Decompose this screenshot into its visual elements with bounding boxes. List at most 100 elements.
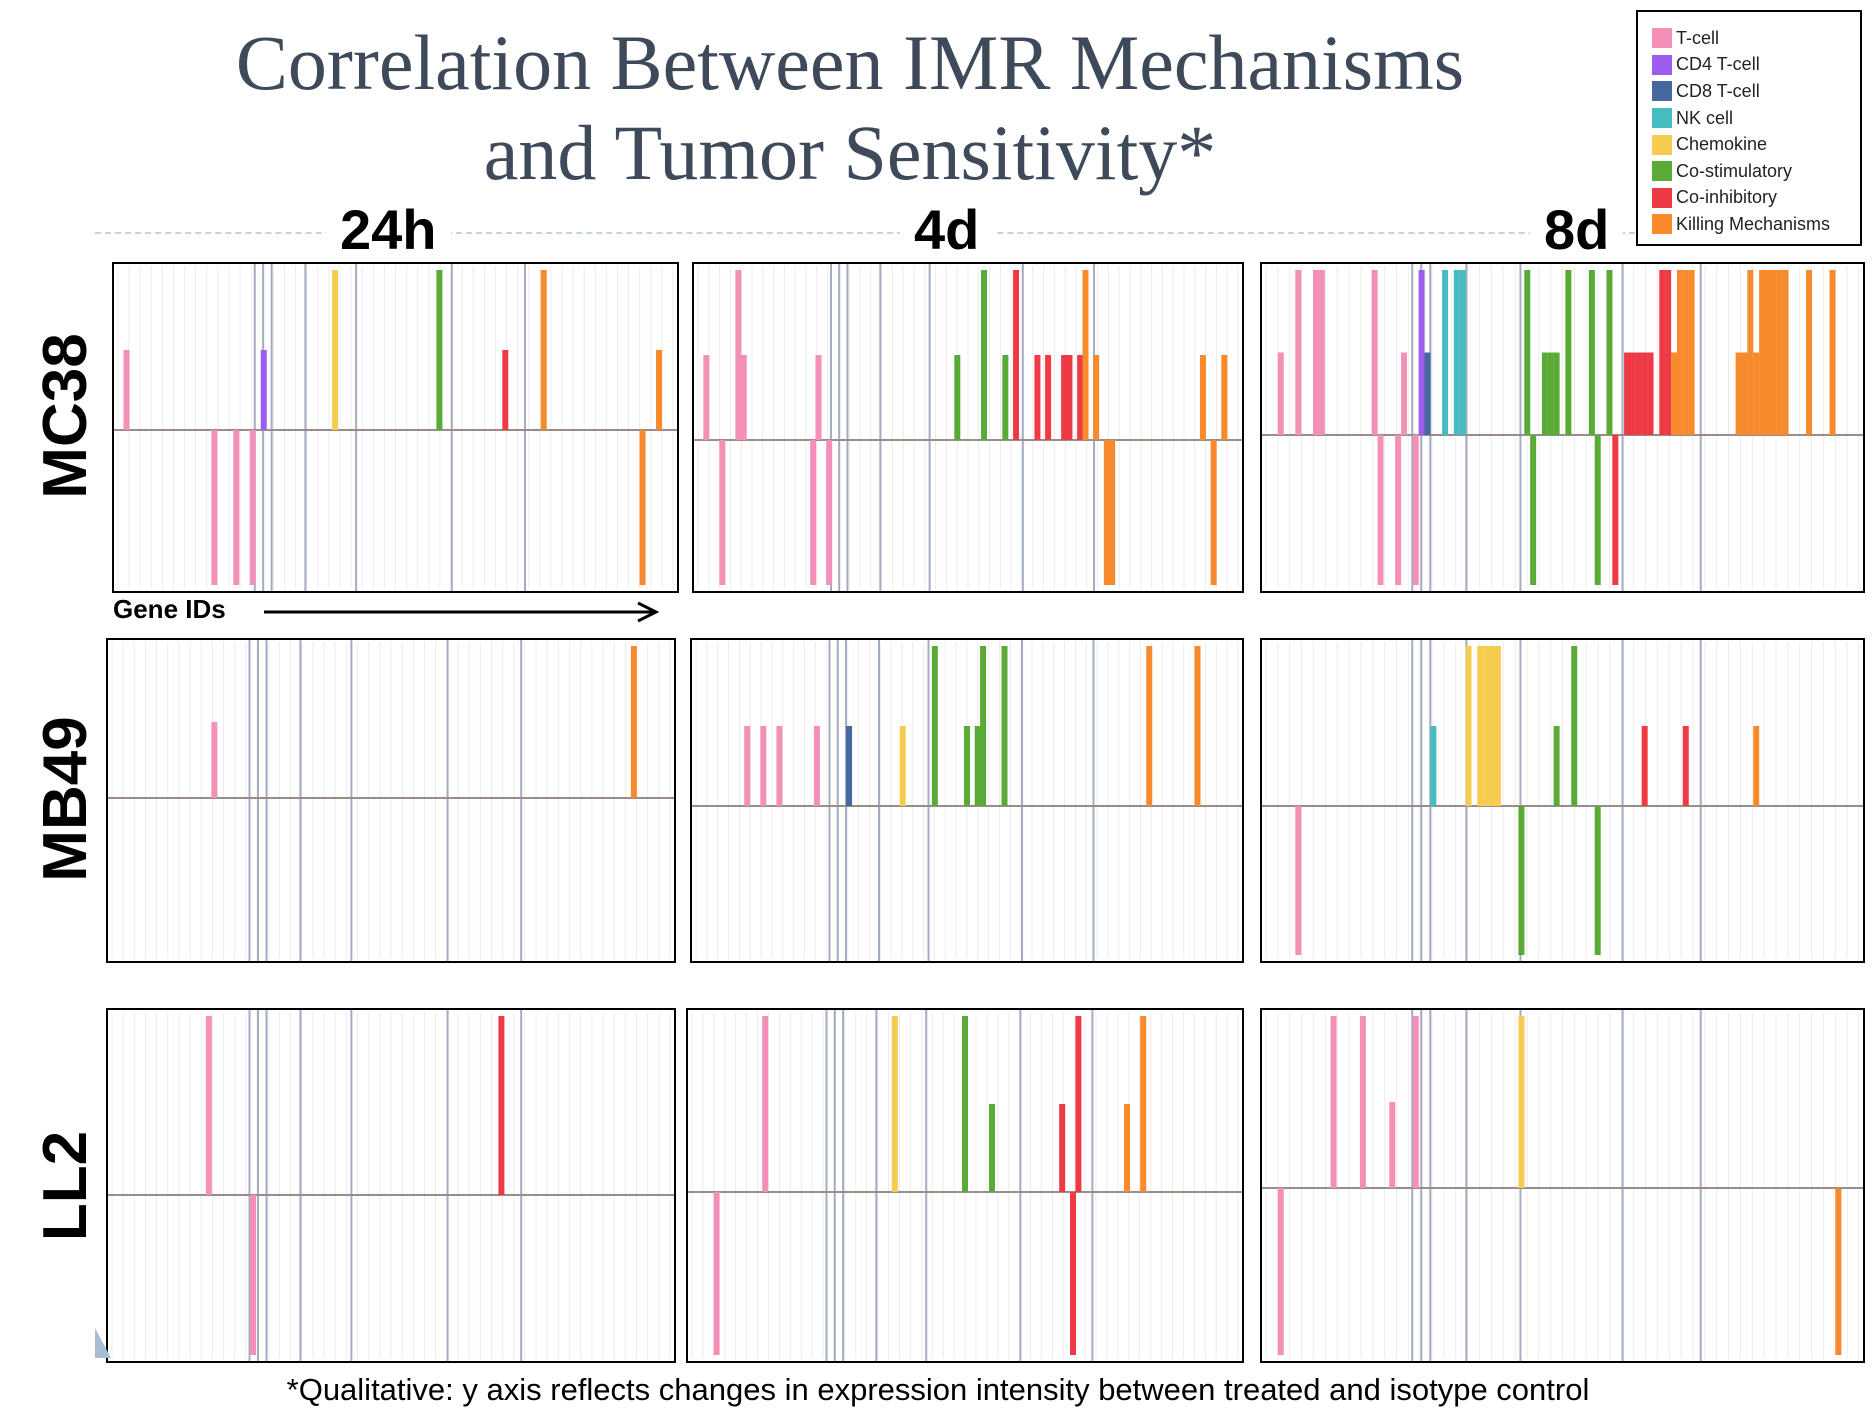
bar: [1641, 352, 1648, 435]
panel-mb49-8d: [1260, 638, 1865, 963]
bar: [1199, 355, 1206, 440]
legend-item: Co-stimulatory: [1652, 158, 1860, 185]
legend-swatch: [1652, 28, 1672, 49]
bar: [1541, 352, 1548, 435]
legend-label: Co-inhibitory: [1676, 187, 1778, 208]
bar: [1735, 352, 1742, 435]
bar: [1034, 355, 1041, 440]
bar: [1412, 1016, 1419, 1188]
bar: [1776, 270, 1783, 435]
legend-swatch: [1652, 108, 1672, 129]
column-label-8d: 8d: [1530, 198, 1624, 262]
bar: [1770, 270, 1777, 435]
bar: [1395, 435, 1402, 585]
bar: [1318, 270, 1325, 435]
bar: [1109, 440, 1116, 585]
bar: [1377, 435, 1384, 585]
bar: [1453, 270, 1460, 435]
bar: [639, 430, 646, 585]
bar: [1553, 352, 1560, 435]
bar: [1359, 1016, 1366, 1188]
chart-title: Correlation Between IMR Mechanisms and T…: [100, 18, 1600, 198]
bar: [1093, 355, 1100, 440]
bar: [1221, 355, 1228, 440]
bar: [846, 726, 853, 806]
bar: [1753, 726, 1760, 806]
bar: [744, 726, 751, 806]
bar: [1741, 352, 1748, 435]
row-label-mb49: MB49: [31, 716, 100, 882]
panel-ll2-4d: [686, 1008, 1244, 1363]
legend-item: Chemokine: [1652, 131, 1860, 158]
panel-plot: [114, 264, 677, 591]
legend-item: CD8 T-cell: [1652, 78, 1860, 105]
bar: [1671, 352, 1678, 435]
bar: [249, 430, 256, 585]
bar: [205, 1016, 212, 1195]
bar: [1210, 440, 1217, 585]
bar: [713, 1192, 720, 1355]
bar: [1588, 270, 1595, 435]
bar: [1066, 355, 1073, 440]
bar: [211, 722, 218, 798]
bar: [260, 350, 267, 430]
bar: [1629, 352, 1636, 435]
legend-item: CD4 T-cell: [1652, 52, 1860, 79]
bar: [740, 355, 747, 440]
legend-swatch: [1652, 161, 1672, 182]
panel-plot: [108, 1010, 674, 1361]
bar: [1059, 1104, 1066, 1192]
bar: [1146, 646, 1153, 806]
bar: [1635, 352, 1642, 435]
bar: [1571, 646, 1578, 806]
bar: [1647, 352, 1654, 435]
legend-label: Killing Mechanisms: [1676, 213, 1831, 234]
x-axis-label: Gene IDs: [113, 594, 226, 624]
bar: [1641, 726, 1648, 806]
legend-swatch: [1652, 134, 1672, 155]
row-label-mc38: MC38: [31, 333, 100, 499]
bar: [233, 430, 240, 585]
bar: [1424, 352, 1431, 435]
bar: [974, 726, 981, 806]
bar: [815, 355, 822, 440]
bar: [1676, 270, 1683, 435]
bar: [211, 430, 218, 585]
bar: [1494, 646, 1501, 806]
legend-label: CD8 T-cell: [1676, 80, 1760, 101]
bar: [1295, 806, 1302, 955]
panel-mb49-4d: [690, 638, 1244, 963]
bar: [981, 270, 988, 440]
bar: [1547, 352, 1554, 435]
bar: [962, 1016, 968, 1192]
bar: [719, 440, 726, 585]
legend-swatch: [1652, 214, 1672, 235]
bar: [1430, 726, 1437, 806]
bar: [1594, 435, 1601, 585]
bar: [1077, 355, 1084, 440]
bar: [1103, 440, 1110, 585]
legend-swatch: [1652, 54, 1672, 75]
bar: [954, 355, 961, 440]
bar: [899, 726, 906, 806]
bar: [1665, 270, 1672, 435]
bar: [703, 355, 710, 440]
bar: [1412, 435, 1419, 585]
bar: [989, 1104, 995, 1192]
panel-plot: [1262, 1010, 1863, 1361]
bar: [1764, 270, 1771, 435]
bar: [1659, 270, 1666, 435]
legend-item: Killing Mechanisms: [1652, 211, 1860, 238]
bar: [1835, 1188, 1842, 1355]
legend-swatch: [1652, 187, 1672, 208]
bar: [1140, 1016, 1147, 1192]
legend: T-cell CD4 T-cell CD8 T-cell NK cell Chemoki…: [1636, 10, 1862, 246]
bar: [1806, 270, 1813, 435]
bar: [1001, 646, 1008, 806]
bar: [250, 1195, 256, 1355]
legend-item: NK cell: [1652, 105, 1860, 132]
bar: [1277, 1188, 1284, 1355]
bar: [1013, 270, 1020, 440]
bar: [332, 270, 339, 430]
bar: [1682, 726, 1689, 806]
